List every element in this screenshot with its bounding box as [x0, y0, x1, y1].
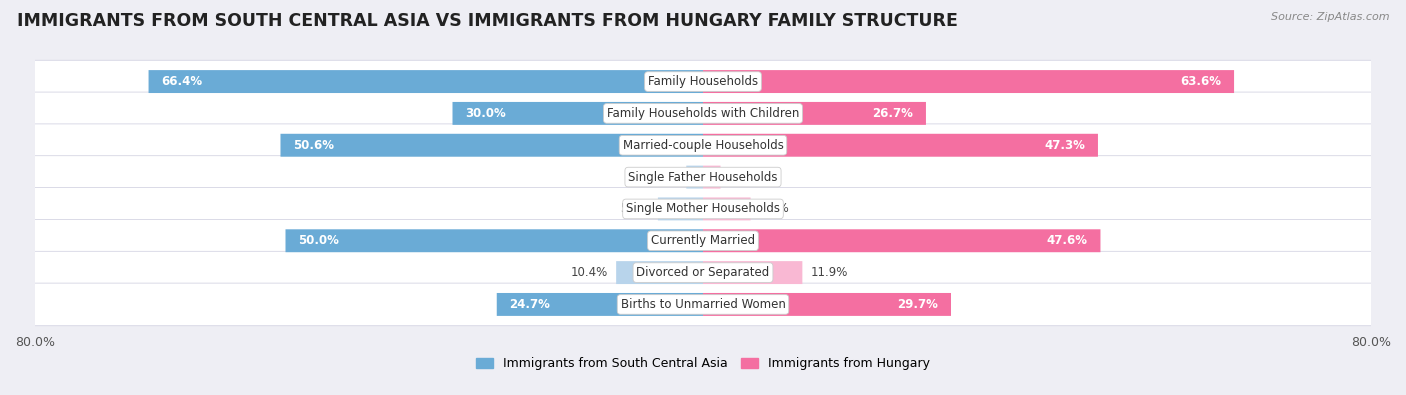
Legend: Immigrants from South Central Asia, Immigrants from Hungary: Immigrants from South Central Asia, Immi…: [471, 352, 935, 375]
FancyBboxPatch shape: [703, 134, 1098, 157]
Text: Family Households with Children: Family Households with Children: [607, 107, 799, 120]
FancyBboxPatch shape: [21, 283, 1385, 326]
FancyBboxPatch shape: [285, 229, 703, 252]
FancyBboxPatch shape: [21, 220, 1385, 262]
Text: 47.6%: 47.6%: [1047, 234, 1088, 247]
Text: Married-couple Households: Married-couple Households: [623, 139, 783, 152]
FancyBboxPatch shape: [616, 261, 703, 284]
Text: Divorced or Separated: Divorced or Separated: [637, 266, 769, 279]
FancyBboxPatch shape: [703, 229, 1101, 252]
Text: 50.0%: 50.0%: [298, 234, 339, 247]
FancyBboxPatch shape: [280, 134, 703, 157]
FancyBboxPatch shape: [21, 188, 1385, 230]
Text: 24.7%: 24.7%: [509, 298, 550, 311]
Text: 5.7%: 5.7%: [759, 202, 789, 215]
FancyBboxPatch shape: [453, 102, 703, 125]
FancyBboxPatch shape: [686, 166, 703, 188]
Text: 66.4%: 66.4%: [162, 75, 202, 88]
FancyBboxPatch shape: [21, 124, 1385, 167]
Text: 11.9%: 11.9%: [811, 266, 848, 279]
FancyBboxPatch shape: [21, 60, 1385, 103]
FancyBboxPatch shape: [21, 251, 1385, 294]
Text: 26.7%: 26.7%: [873, 107, 914, 120]
Text: Family Households: Family Households: [648, 75, 758, 88]
FancyBboxPatch shape: [703, 102, 927, 125]
FancyBboxPatch shape: [496, 293, 703, 316]
FancyBboxPatch shape: [703, 70, 1234, 93]
Text: 63.6%: 63.6%: [1181, 75, 1222, 88]
Text: 2.1%: 2.1%: [728, 171, 759, 184]
Text: 30.0%: 30.0%: [465, 107, 506, 120]
FancyBboxPatch shape: [703, 261, 803, 284]
FancyBboxPatch shape: [703, 166, 720, 188]
Text: IMMIGRANTS FROM SOUTH CENTRAL ASIA VS IMMIGRANTS FROM HUNGARY FAMILY STRUCTURE: IMMIGRANTS FROM SOUTH CENTRAL ASIA VS IM…: [17, 12, 957, 30]
FancyBboxPatch shape: [149, 70, 703, 93]
Text: Single Father Households: Single Father Households: [628, 171, 778, 184]
FancyBboxPatch shape: [21, 92, 1385, 135]
Text: Single Mother Households: Single Mother Households: [626, 202, 780, 215]
Text: 50.6%: 50.6%: [292, 139, 335, 152]
Text: Currently Married: Currently Married: [651, 234, 755, 247]
Text: 47.3%: 47.3%: [1045, 139, 1085, 152]
Text: 2.0%: 2.0%: [648, 171, 678, 184]
Text: Births to Unmarried Women: Births to Unmarried Women: [620, 298, 786, 311]
FancyBboxPatch shape: [703, 293, 950, 316]
FancyBboxPatch shape: [21, 156, 1385, 198]
Text: 10.4%: 10.4%: [571, 266, 607, 279]
Text: 5.4%: 5.4%: [620, 202, 650, 215]
FancyBboxPatch shape: [658, 198, 703, 220]
FancyBboxPatch shape: [703, 198, 751, 220]
Text: Source: ZipAtlas.com: Source: ZipAtlas.com: [1271, 12, 1389, 22]
Text: 29.7%: 29.7%: [897, 298, 938, 311]
